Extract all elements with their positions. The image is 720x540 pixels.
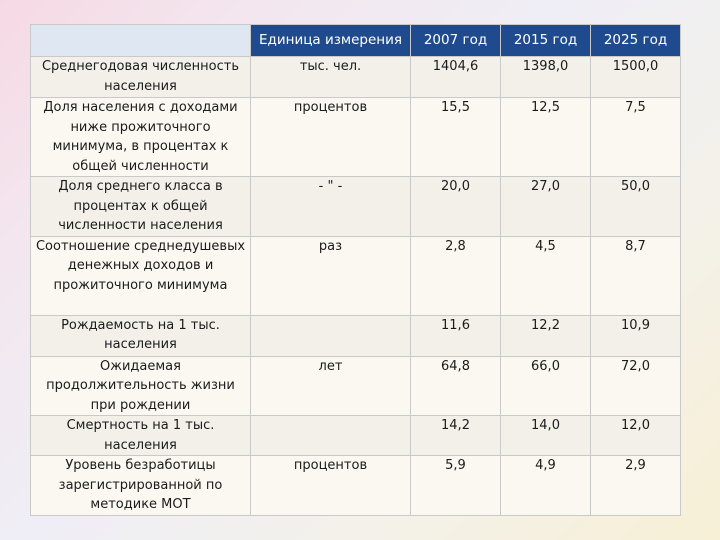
table-row: Уровень безработицы зарегистрированной п… [30,455,681,516]
indicator-cell: Уровень безработицы зарегистрированной п… [30,455,251,516]
table-row: Ожидаемая продолжительность жизни при ро… [30,355,681,416]
table-header-row: Единица измерения 2007 год 2015 год 2025… [30,24,681,57]
indicator-cell: Доля населения с доходами ниже прожиточн… [30,97,251,177]
table-row: Соотношение среднедушевых денежных доход… [30,235,681,316]
value-2025-cell: 8,7 [590,235,681,316]
value-2007-cell: 11,6 [410,314,501,357]
unit-cell: раз [250,235,411,316]
indicator-cell: Доля среднего класса в процентах к общей… [30,176,251,237]
value-2025-cell: 7,5 [590,97,681,177]
unit-cell: процентов [250,97,411,177]
table-row: Доля населения с доходами ниже прожиточн… [30,97,681,177]
value-2015-cell: 27,0 [500,176,591,237]
value-2025-cell: 10,9 [590,314,681,357]
header-unit: Единица измерения [250,24,411,57]
value-2025-cell: 12,0 [590,415,681,456]
header-2025: 2025 год [590,24,681,57]
header-indicator [30,24,251,57]
indicator-cell: Ожидаемая продолжительность жизни при ро… [30,355,251,416]
indicator-cell: Смертность на 1 тыс. населения [30,415,251,456]
unit-cell: лет [250,355,411,416]
value-2015-cell: 4,9 [500,455,591,516]
indicators-table: Единица измерения 2007 год 2015 год 2025… [30,24,681,516]
table-row: Смертность на 1 тыс. населения 14,2 14,0… [30,415,681,456]
value-2025-cell: 50,0 [590,176,681,237]
value-2015-cell: 14,0 [500,415,591,456]
unit-cell: - " - [250,176,411,237]
value-2015-cell: 1398,0 [500,56,591,98]
indicator-cell: Соотношение среднедушевых денежных доход… [30,235,251,316]
value-2025-cell: 2,9 [590,455,681,516]
value-2007-cell: 14,2 [410,415,501,456]
unit-cell: процентов [250,455,411,516]
value-2025-cell: 72,0 [590,355,681,416]
value-2007-cell: 1404,6 [410,56,501,98]
value-2015-cell: 12,2 [500,314,591,357]
unit-cell [250,415,411,456]
value-2015-cell: 66,0 [500,355,591,416]
table-row: Среднегодовая численность населения тыс.… [30,56,681,98]
value-2025-cell: 1500,0 [590,56,681,98]
header-2015: 2015 год [500,24,591,57]
indicator-cell: Среднегодовая численность населения [30,56,251,98]
header-2007: 2007 год [410,24,501,57]
table-row: Рождаемость на 1 тыс. населения 11,6 12,… [30,314,681,357]
unit-cell: тыс. чел. [250,56,411,98]
value-2007-cell: 5,9 [410,455,501,516]
value-2015-cell: 4,5 [500,235,591,316]
value-2007-cell: 15,5 [410,97,501,177]
unit-cell [250,314,411,357]
value-2007-cell: 64,8 [410,355,501,416]
table-row: Доля среднего класса в процентах к общей… [30,176,681,237]
indicator-cell: Рождаемость на 1 тыс. населения [30,314,251,357]
value-2015-cell: 12,5 [500,97,591,177]
value-2007-cell: 20,0 [410,176,501,237]
value-2007-cell: 2,8 [410,235,501,316]
